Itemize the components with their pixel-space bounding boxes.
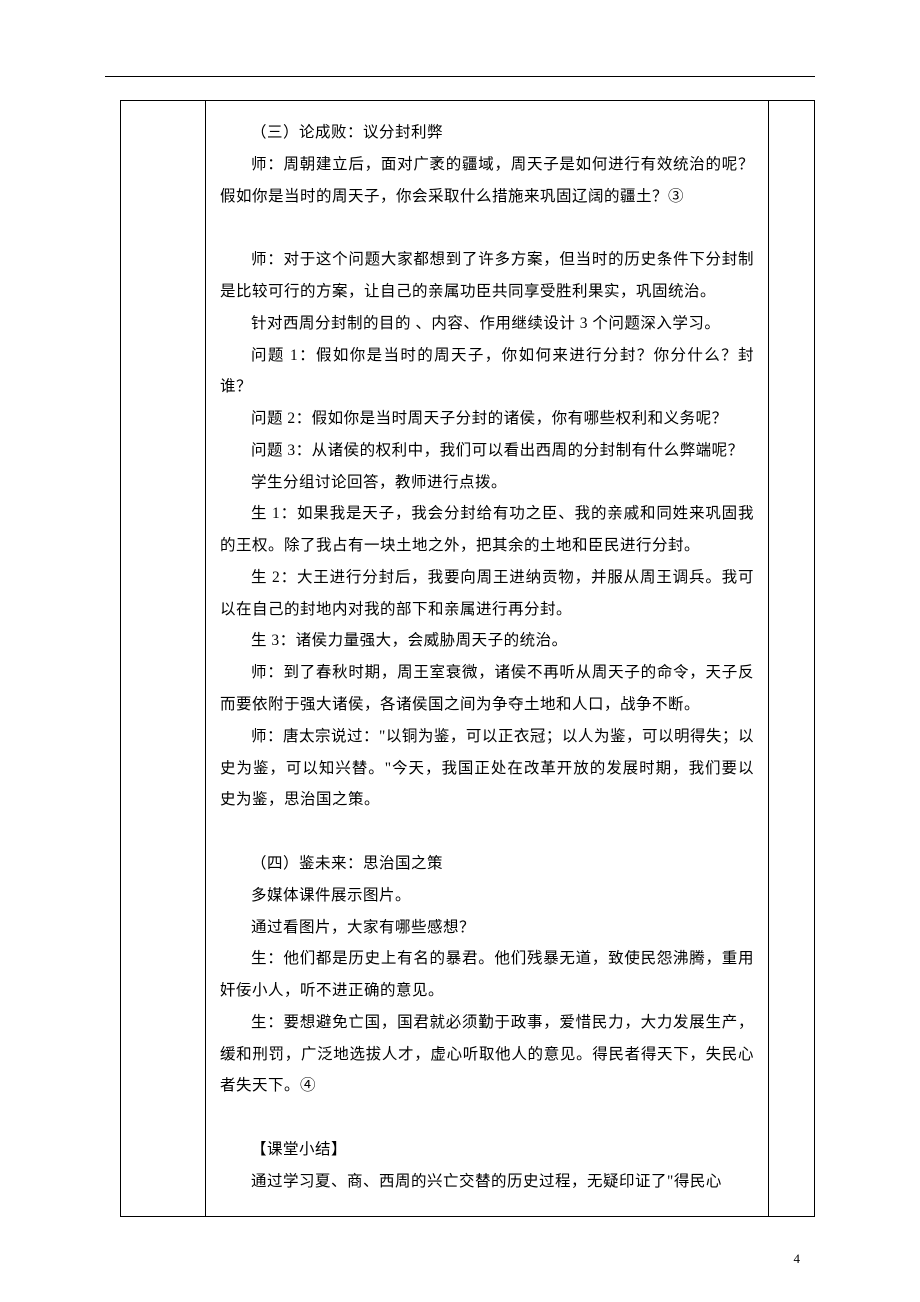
- body-paragraph: 师：唐太宗说过："以铜为鉴，可以正衣冠；以人为鉴，可以明得失；以史为鉴，可以知兴…: [220, 721, 754, 816]
- question-3: 问题 3：从诸侯的权利中，我们可以看出西周的分封制有什么弊端呢？: [220, 435, 754, 467]
- body-paragraph: 生：他们都是历史上有名的暴君。他们残暴无道，致使民怨沸腾，重用奸佞小人，听不进正…: [220, 943, 754, 1007]
- header-rule: [105, 76, 815, 77]
- body-paragraph: 生：要想避免亡国，国君就必须勤于政事，爱惜民力，大力发展生产，缓和刑罚，广泛地选…: [220, 1007, 754, 1102]
- student-answer-1: 生 1：如果我是天子，我会分封给有功之臣、我的亲戚和同姓来巩固我的王权。除了我占…: [220, 498, 754, 562]
- body-paragraph: 多媒体课件展示图片。: [220, 880, 754, 912]
- student-answer-2: 生 2：大王进行分封后，我要向周王进纳贡物，并服从周王调兵。我可以在自己的封地内…: [220, 562, 754, 626]
- body-paragraph: 通过学习夏、商、西周的兴亡交替的历史过程，无疑印证了"得民心: [220, 1166, 754, 1198]
- summary-heading: 【课堂小结】: [220, 1134, 754, 1166]
- question-1: 问题 1：假如你是当时的周天子，你如何来进行分封？你分什么？封谁？: [220, 340, 754, 404]
- table-right-column: [769, 101, 814, 1216]
- body-paragraph: 针对西周分封制的目的 、内容、作用继续设计 3 个问题深入学习。: [220, 308, 754, 340]
- page-number: 4: [794, 1251, 801, 1267]
- table-left-column: [121, 101, 206, 1216]
- paragraph-gap: [220, 816, 754, 848]
- lesson-table: （三）论成败：议分封利弊 师：周朝建立后，面对广袤的疆域，周天子是如何进行有效统…: [120, 100, 815, 1217]
- table-content-column: （三）论成败：议分封利弊 师：周朝建立后，面对广袤的疆域，周天子是如何进行有效统…: [206, 101, 769, 1216]
- paragraph-gap: [220, 1102, 754, 1134]
- body-paragraph: 学生分组讨论回答，教师进行点拨。: [220, 467, 754, 499]
- body-paragraph: 师：到了春秋时期，周王室衰微，诸侯不再听从周天子的命令，天子反而要依附于强大诸侯…: [220, 657, 754, 721]
- paragraph-gap: [220, 212, 754, 244]
- student-answer-3: 生 3：诸侯力量强大，会威胁周天子的统治。: [220, 625, 754, 657]
- question-2: 问题 2：假如你是当时周天子分封的诸侯，你有哪些权利和义务呢？: [220, 403, 754, 435]
- section-4-heading: （四）鉴未来：思治国之策: [220, 848, 754, 880]
- body-paragraph: 师：对于这个问题大家都想到了许多方案，但当时的历史条件下分封制是比较可行的方案，…: [220, 244, 754, 308]
- body-paragraph: 师：周朝建立后，面对广袤的疆域，周天子是如何进行有效统治的呢？假如你是当时的周天…: [220, 149, 754, 213]
- body-paragraph: 通过看图片，大家有哪些感想？: [220, 912, 754, 944]
- section-3-heading: （三）论成败：议分封利弊: [220, 117, 754, 149]
